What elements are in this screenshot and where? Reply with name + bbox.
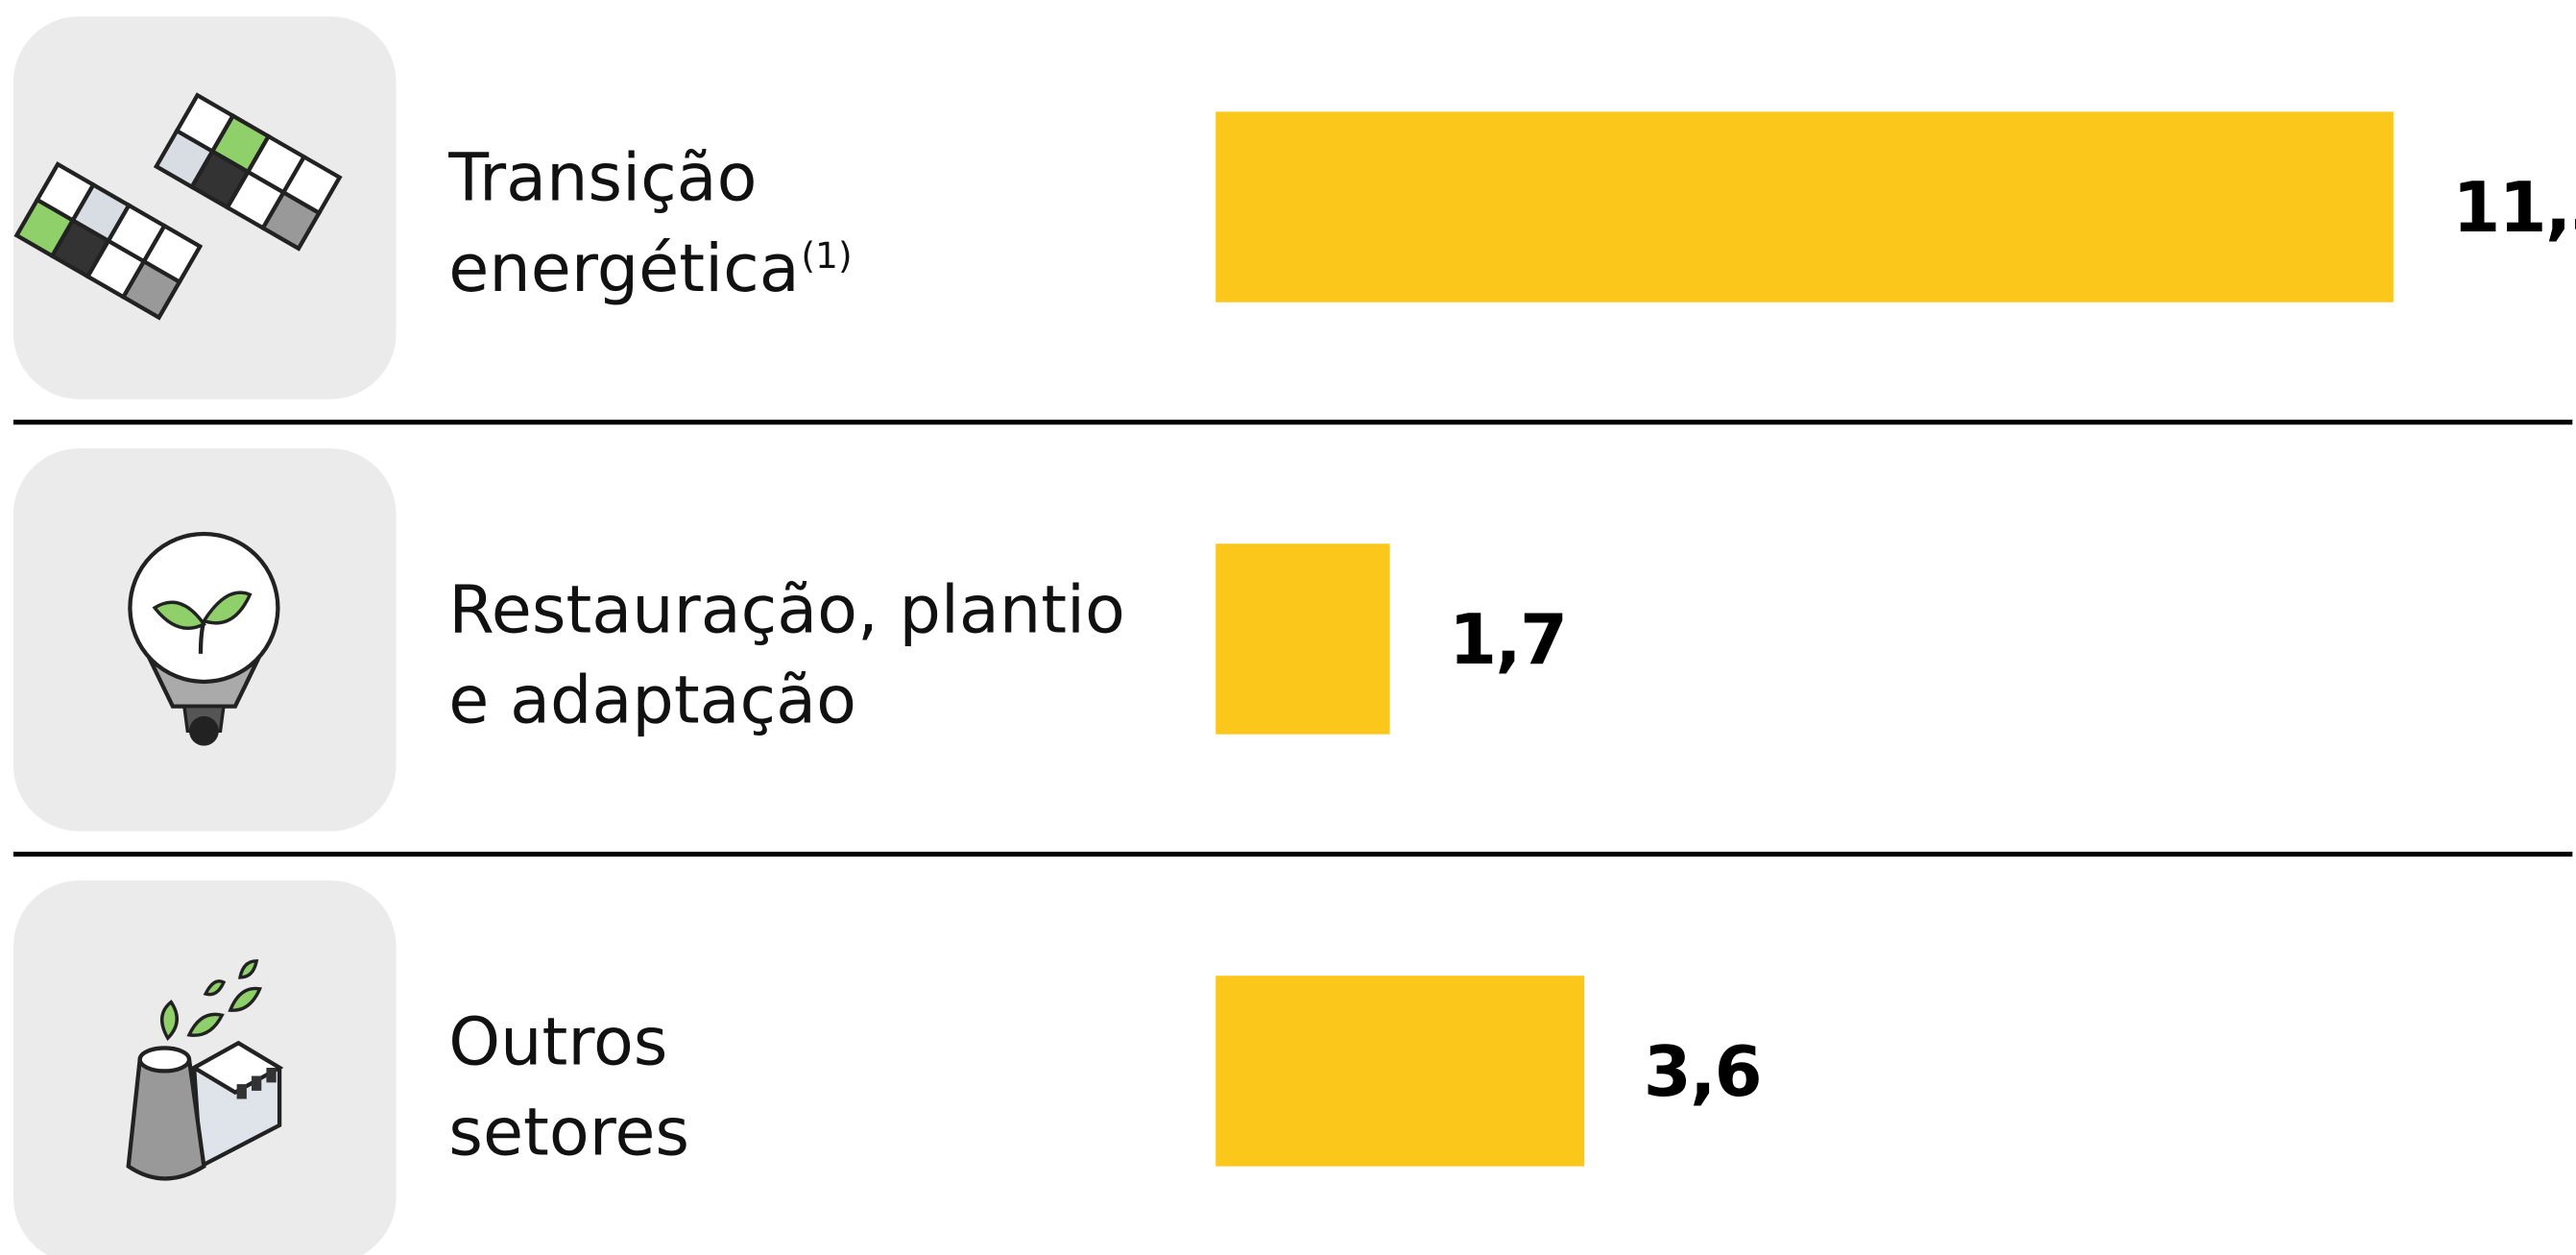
icon-factory xyxy=(13,881,397,1255)
category-label: Outros xyxy=(448,1004,667,1081)
bar xyxy=(1216,976,1584,1166)
category-label: Restauração, plantio xyxy=(448,572,1125,649)
bar xyxy=(1216,111,2394,302)
value-label: 11,5 xyxy=(2452,167,2576,248)
category-label: Transição xyxy=(447,140,757,217)
category-label: e adaptação xyxy=(448,663,856,739)
page: {"chart_data": {"type": "bar", "orientat… xyxy=(0,0,2576,1255)
category-label: energética xyxy=(448,230,799,307)
icon-bulb xyxy=(13,448,397,832)
chart: Transição energética(1) 11,5 Restauração, p… xyxy=(0,0,2576,1255)
icon-solar xyxy=(13,16,397,399)
category-superscript: (1) xyxy=(801,234,852,277)
icons xyxy=(13,16,397,1255)
value-label: 1,7 xyxy=(1449,599,1566,680)
category-label: setores xyxy=(448,1095,689,1171)
value-label: 3,6 xyxy=(1644,1031,1761,1112)
bar xyxy=(1216,543,1389,734)
